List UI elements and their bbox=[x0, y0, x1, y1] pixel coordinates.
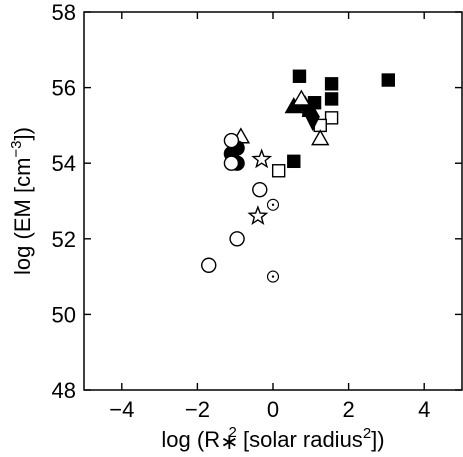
y-label-pre: log (EM [cm bbox=[10, 158, 35, 275]
data-point-circle-open bbox=[201, 257, 217, 273]
x-tick-label: 0 bbox=[267, 397, 279, 422]
data-point-square-open bbox=[271, 164, 286, 178]
y-tick-label: 52 bbox=[52, 227, 76, 252]
y-label-sup: −3 bbox=[8, 140, 25, 157]
x-label-sup: 2 bbox=[229, 424, 237, 441]
y-tick-label: 58 bbox=[52, 0, 76, 25]
data-point-triangle-filled bbox=[301, 100, 321, 117]
data-point-square-filled bbox=[324, 92, 339, 106]
data-point-square-filled bbox=[381, 73, 395, 87]
data-point-circle-open bbox=[229, 231, 245, 247]
data-point-star-open bbox=[251, 148, 273, 169]
x-axis-label: log (R∗2 [solar radius2]) bbox=[161, 424, 384, 454]
y-label-end: ]) bbox=[10, 127, 35, 140]
x-tick-label: −4 bbox=[109, 397, 134, 422]
y-tick-label: 56 bbox=[52, 76, 76, 101]
data-point-square-filled bbox=[287, 154, 301, 169]
circle-dot-center bbox=[271, 275, 275, 278]
y-axis-label: log (EM [cm−3]) bbox=[8, 127, 35, 275]
x-label-end: ]) bbox=[371, 427, 384, 452]
y-tick-label: 48 bbox=[52, 378, 76, 403]
data-point-square-filled bbox=[292, 69, 307, 83]
data-point-circle-dot bbox=[266, 270, 280, 283]
data-point-circle-open bbox=[223, 155, 240, 171]
x-tick-label: 2 bbox=[342, 397, 354, 422]
data-point-circle-dot bbox=[266, 198, 280, 211]
x-label-post-sup: 2 bbox=[363, 425, 371, 442]
y-tick-label: 54 bbox=[52, 151, 76, 176]
data-point-circle-open bbox=[223, 132, 240, 149]
data-point-square-filled bbox=[324, 77, 339, 91]
x-tick-label: −2 bbox=[185, 397, 210, 422]
y-tick-label: 50 bbox=[52, 302, 76, 327]
data-points bbox=[201, 69, 395, 283]
x-label-mid: [solar radius bbox=[237, 427, 363, 452]
x-label-pre: log (R bbox=[161, 427, 220, 452]
axis-ticks: −4 −2 0 2 4 48 50 52 54 56 58 bbox=[52, 0, 462, 422]
circle-dot-center bbox=[271, 203, 275, 206]
data-point-square-open bbox=[324, 111, 339, 125]
x-tick-label: 4 bbox=[418, 397, 430, 422]
data-point-circle-open bbox=[252, 181, 268, 198]
data-point-triangle-open bbox=[292, 89, 311, 106]
data-point-diamond-filled bbox=[305, 116, 320, 132]
data-point-star-open bbox=[247, 205, 269, 226]
x-label-star: ∗ bbox=[220, 429, 238, 454]
data-point-triangle-open bbox=[311, 129, 330, 146]
